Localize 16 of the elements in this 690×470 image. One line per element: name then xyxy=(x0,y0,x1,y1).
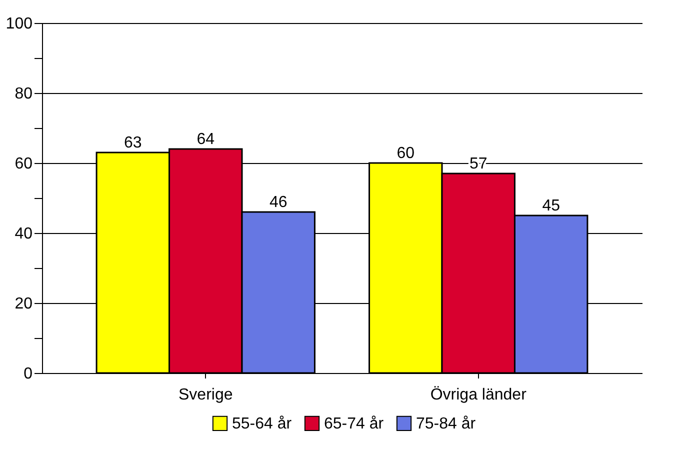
legend-label: 65-74 år xyxy=(324,415,384,432)
legend-label: 55-64 år xyxy=(232,415,292,432)
data-label: 64 xyxy=(196,131,215,148)
y-tick-label: 0 xyxy=(24,366,33,382)
y-tick-label: 60 xyxy=(14,156,33,172)
x-tick-label: Sverige xyxy=(178,386,233,404)
data-label: 63 xyxy=(124,134,142,152)
y-tick-label: 80 xyxy=(14,86,33,102)
legend-label: 75-84 år xyxy=(416,415,476,432)
data-label: 46 xyxy=(269,194,288,211)
y-tick-label: 20 xyxy=(14,296,33,312)
data-label: 60 xyxy=(396,145,415,162)
y-tick-label: 40 xyxy=(14,226,33,242)
data-label: 45 xyxy=(542,198,560,214)
y-tick-label: 100 xyxy=(6,16,33,32)
x-tick-label: Övriga länder xyxy=(430,386,528,404)
